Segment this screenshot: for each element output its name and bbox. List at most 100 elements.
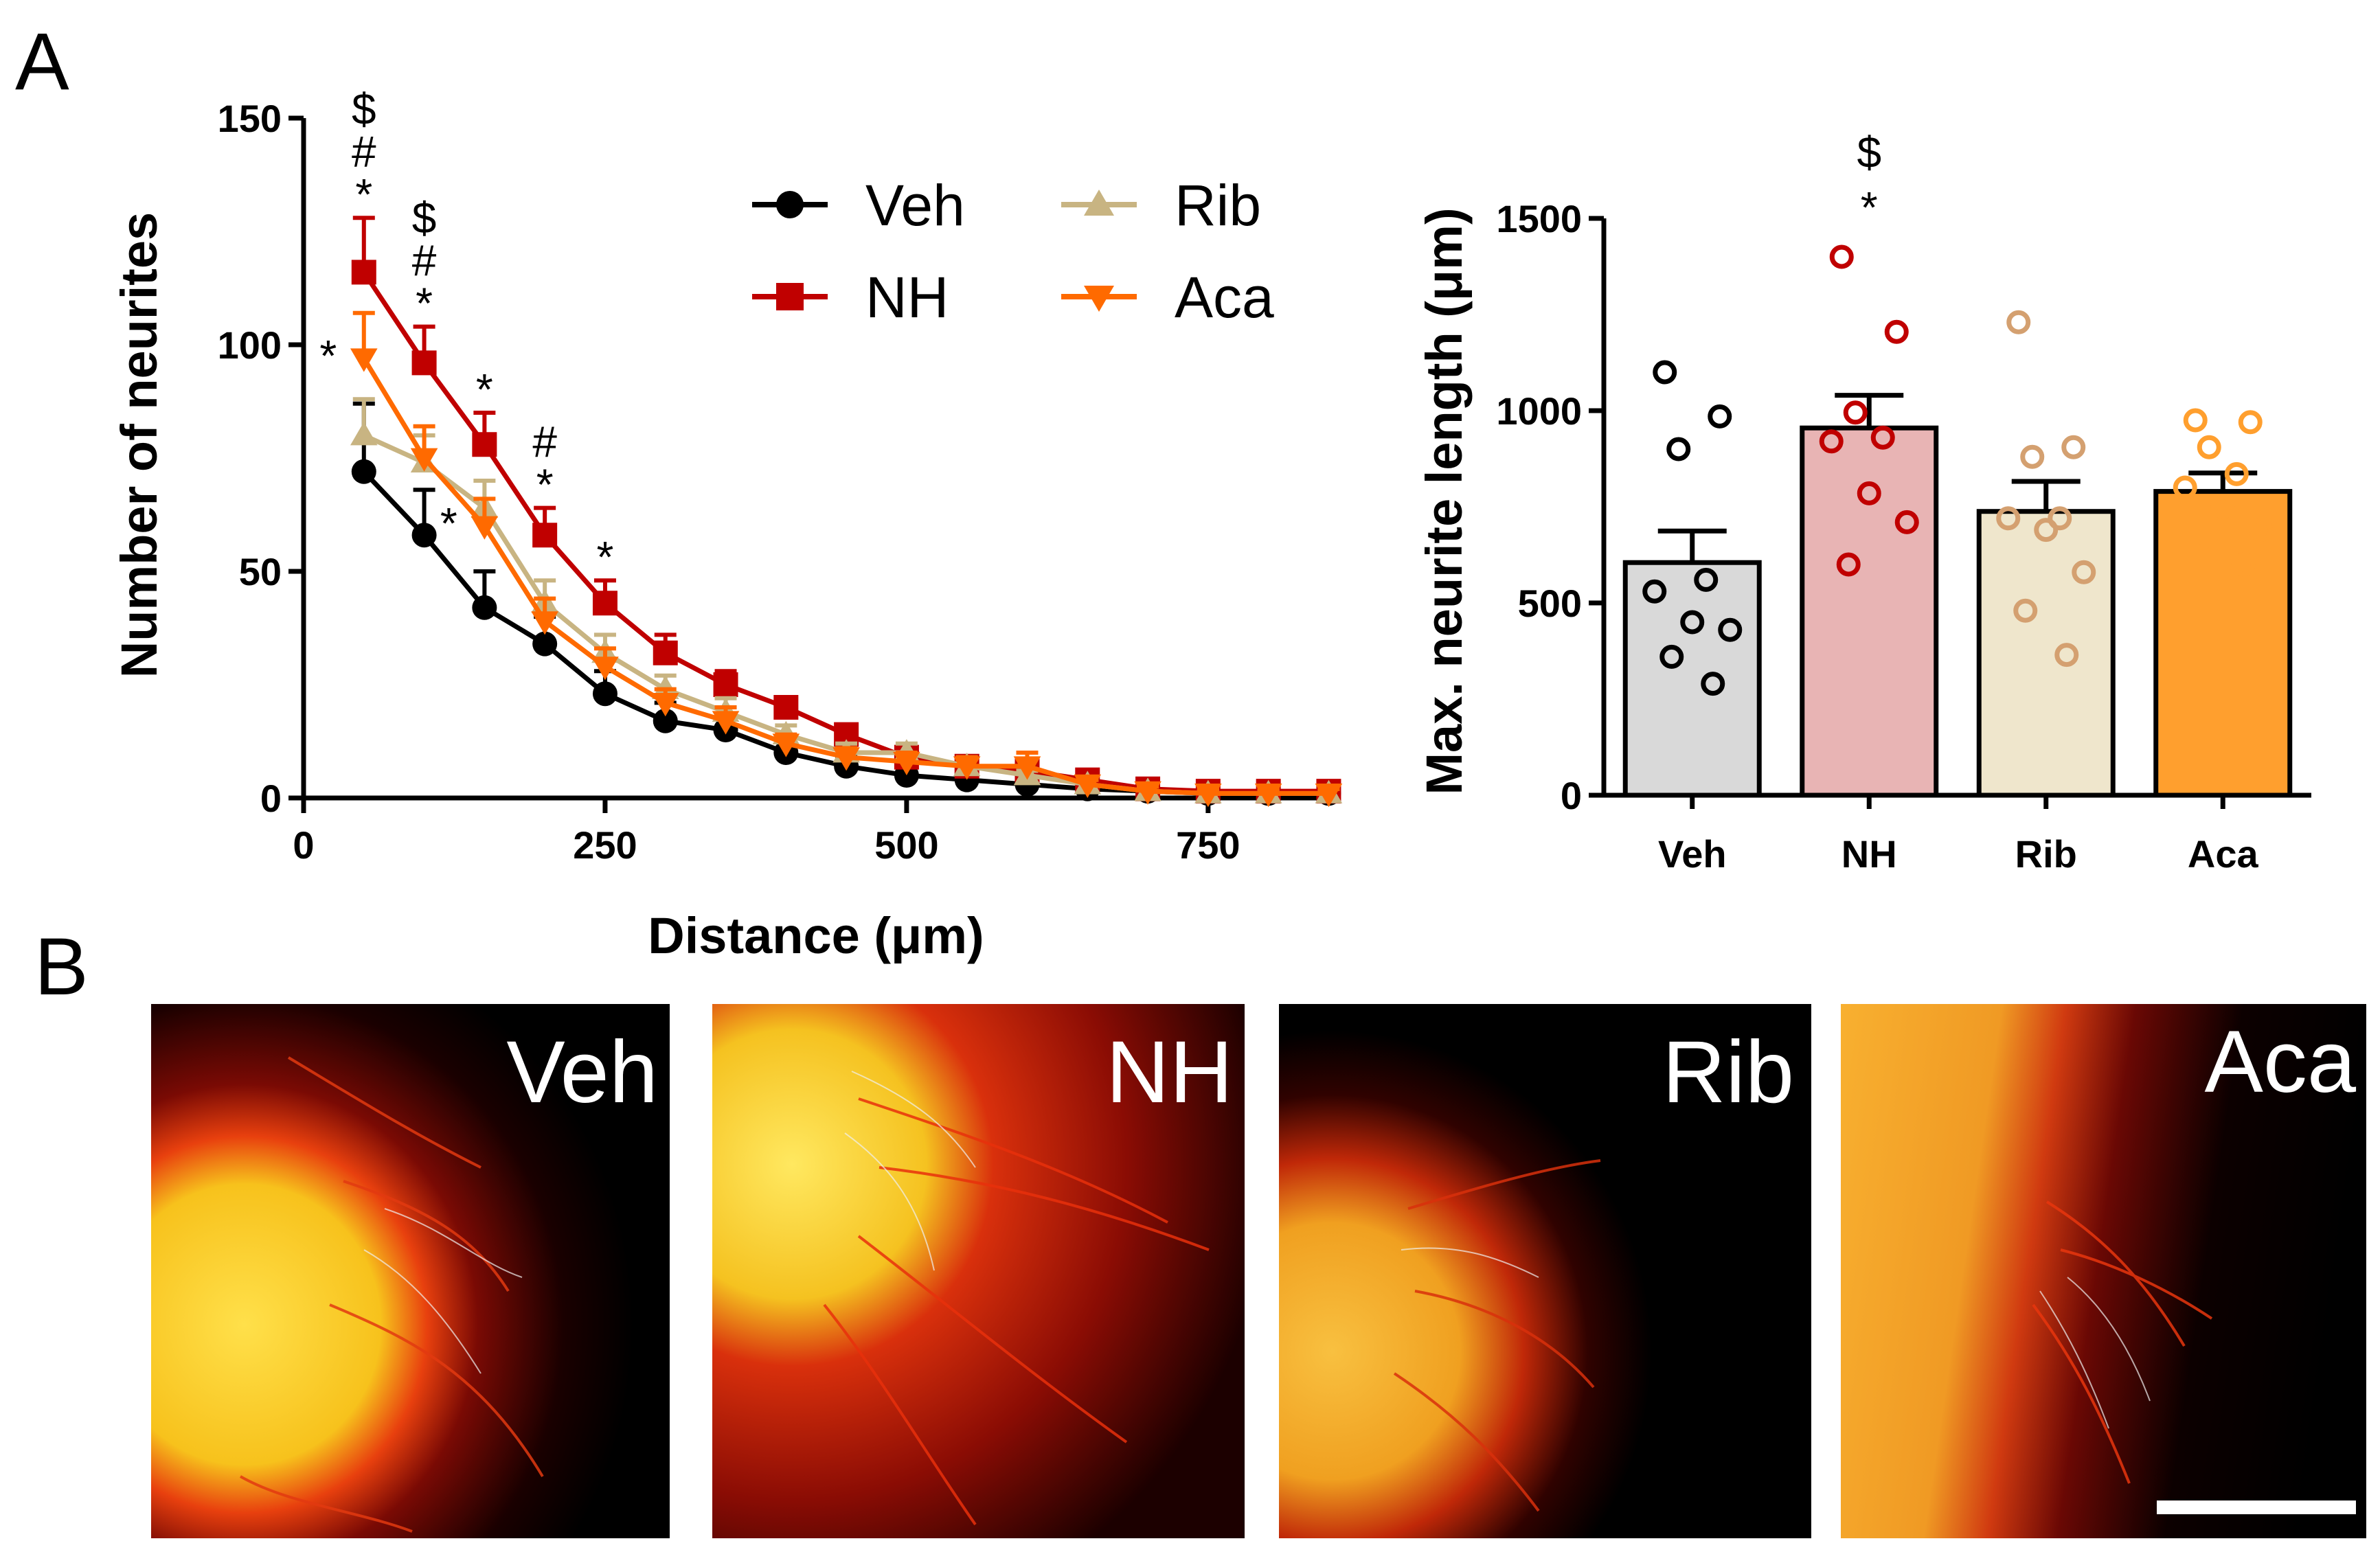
bar-chart-x-tick-label: NH [1841,832,1897,876]
line-chart-y-tick-label: 50 [239,550,282,593]
data-point [2054,643,2079,667]
data-point [2183,408,2208,433]
data-point [2173,475,2197,500]
significance-mark: * [355,170,372,219]
bar-rib [1976,509,2116,798]
legend-marker [776,283,804,310]
data-point [531,611,558,635]
bar-chart-x-tick-label: Aca [2188,832,2259,876]
data-point [1254,784,1282,808]
significance-mark: * [476,365,493,414]
significance-mark: * [597,532,614,582]
data-point [1666,437,1691,461]
data-point [410,448,438,472]
data-point [2072,560,2096,584]
data-point [834,722,859,747]
line-chart-x-tick-label: 750 [1176,823,1240,867]
bar-chart-y-axis-title: Max. neurite length (μm) [1416,207,1473,795]
line-chart-y-tick-label: 100 [218,323,282,367]
significance-mark: * [1861,183,1878,232]
micrograph-label-aca: Aca [2204,1013,2356,1111]
data-point [1996,506,2021,531]
data-point [2248,518,2273,543]
data-point [772,733,800,757]
legend-label: Rib [1175,173,1261,238]
line-chart-x-axis-title: Distance (μm) [648,907,984,964]
data-point [2190,525,2214,550]
significance-mark: * [440,499,457,548]
data-point [1194,784,1222,808]
significance-mark: $ [352,84,376,134]
data-point [2224,461,2249,486]
significance-mark: * [416,279,433,328]
data-point [1708,404,1732,429]
micrograph-label-rib: Rib [1662,1023,1794,1121]
data-point [471,516,499,540]
micrograph-label-nh: NH [1106,1023,1233,1121]
legend-label: Aca [1175,265,1274,330]
data-point [411,350,437,376]
line-chart-y-tick-label: 0 [260,777,282,820]
data-point [2061,435,2086,459]
data-point [2006,310,2031,334]
bar-chart-y-tick-label: 0 [1561,774,1582,817]
data-point [2034,518,2059,543]
legend-marker [1084,190,1114,216]
data-point [712,711,740,735]
data-point [1642,579,1667,604]
data-point [1680,610,1705,635]
data-point [893,751,920,775]
line-chart-y-axis-title: Number of neurites [111,212,168,678]
max-neurite-length-bar-chart: Max. neurite length (μm) Veh NH Rib Aca 0 500… [1416,128,2311,876]
data-point [592,681,617,707]
data-point [653,708,678,733]
data-point [472,432,497,457]
significance-mark: $ [1857,128,1881,177]
legend-label: Veh [865,173,965,238]
data-point [2197,435,2221,459]
data-point [953,756,981,780]
bar-chart-y-tick-label: 1500 [1496,197,1582,240]
data-point [1134,781,1161,805]
data-point [1013,756,1041,780]
micrograph-row: Veh NH Rib Aca [151,1004,2366,1538]
micrograph-veh: Veh [151,1004,670,1538]
data-point [1884,319,1909,344]
data-point [1659,644,1684,669]
data-point [653,640,678,665]
series-aca [350,310,1343,808]
bar-chart-y-tick-label: 500 [1518,582,1582,625]
data-point [713,672,738,697]
scale-bar [2157,1500,2356,1514]
data-point [411,523,437,548]
bar-chart-y-tick-label: 1000 [1496,389,1582,433]
data-point [1653,360,1677,385]
data-point [532,631,558,657]
data-point [592,591,617,616]
data-point [1857,481,1881,505]
line-chart-x-tick-label: 500 [874,823,938,867]
bar-chart-x-tick-label: Rib [2015,832,2077,876]
data-point [1718,617,1743,642]
legend-marker [776,191,804,218]
data-point [1894,510,1919,534]
bar-chart-x-tick-label: Veh [1658,832,1727,876]
data-point [1315,784,1343,808]
data-point [2013,598,2038,623]
data-point [2020,444,2045,469]
data-point [832,747,860,771]
significance-mark: # [352,127,376,176]
significance-mark: * [319,331,337,380]
data-point [651,693,679,717]
significance-mark: # [532,418,557,467]
micrograph-aca: Aca [1841,1004,2366,1538]
micrograph-nh: NH [712,1004,1245,1538]
data-point [2238,410,2263,435]
panel-letter-b: B [34,922,89,1012]
data-point [2210,494,2235,519]
neurite-count-line-chart: Number of neurites Distance (μm) 0 50 100 1… [111,84,1343,964]
data-point [1829,244,1854,269]
data-point [2231,552,2256,577]
series-line [361,271,1329,794]
